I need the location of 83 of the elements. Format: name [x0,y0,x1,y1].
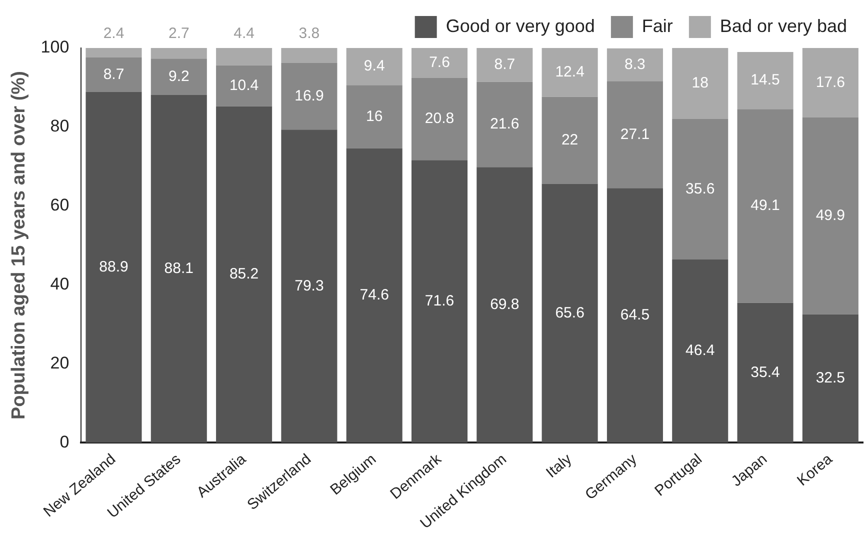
bar [606,48,663,82]
bar [542,48,598,97]
y-tick-label: 40 [50,274,70,294]
data-label: 9.2 [168,68,190,85]
legend-label: Good or very good [446,16,595,36]
data-label: 3.8 [298,25,320,42]
bar [150,94,207,443]
bar [737,109,794,303]
data-label: 27.1 [620,126,650,143]
y-tick-label: 0 [60,432,70,452]
y-tick-label: 20 [50,353,70,372]
data-label: 21.6 [490,116,520,133]
bar [150,58,207,95]
bar [411,48,468,78]
y-tick-label: 80 [50,116,70,136]
bar [411,78,468,160]
y-tick-label: 100 [40,38,70,57]
data-label: 16.9 [294,87,324,104]
bar [281,48,338,63]
bar [476,48,533,82]
data-label: 35.4 [750,364,780,381]
data-label: 7.6 [429,54,450,72]
bar [86,92,142,443]
y-axis-title: Population aged 15 years and over (%) [8,71,30,420]
bar [606,188,663,443]
bar [281,130,338,443]
data-label: 32.5 [816,370,846,387]
bar [802,314,858,443]
bar [737,52,794,110]
data-label: 8.3 [624,56,646,73]
bar [737,302,794,443]
data-label: 69.8 [490,296,520,314]
bar [86,57,142,92]
bar [476,167,533,443]
legend-label: Bad or very bad [720,16,848,36]
data-label: 17.6 [816,74,846,91]
bar [476,82,533,168]
data-label: 16 [366,108,383,125]
bar [672,260,728,443]
legend-label: Fair [642,16,673,36]
bar [672,119,728,260]
data-label: 79.3 [294,277,324,294]
data-label: 71.6 [424,292,454,310]
data-label: 88.1 [164,260,194,277]
bar [672,48,728,120]
x-tick-label: Italy [543,450,576,482]
data-label: 65.6 [555,304,584,322]
data-label: 22 [561,131,578,148]
data-label: 35.6 [686,180,715,198]
bar [281,62,338,130]
bar [216,106,272,443]
data-label: 18 [692,74,708,92]
data-label: 2.7 [168,25,190,42]
bar [411,160,468,443]
data-label: 49.9 [816,207,846,224]
bar [802,48,858,118]
data-label: 2.4 [103,25,124,42]
bar [216,48,272,66]
bar [346,85,402,148]
bar [346,48,402,86]
bar [542,96,598,184]
data-label: 10.4 [229,77,259,94]
data-label: 46.4 [686,342,715,360]
data-label: 14.5 [750,72,780,89]
data-label: 88.9 [99,258,128,276]
bar [86,48,142,58]
data-label: 8.7 [103,66,124,83]
bar [216,65,272,106]
data-label: 49.1 [750,197,780,214]
data-label: 4.4 [234,25,254,42]
y-tick-label: 60 [50,196,70,215]
data-label: 8.7 [494,56,516,73]
data-label: 64.5 [620,306,650,324]
data-label: 74.6 [360,286,389,304]
data-label: 9.4 [364,58,385,75]
bar [542,184,598,443]
bar [346,148,402,443]
bar [150,48,207,59]
bar [802,117,858,314]
bar [606,81,663,188]
data-label: 85.2 [229,266,259,283]
data-label: 20.8 [424,110,454,128]
data-label: 12.4 [555,64,584,81]
